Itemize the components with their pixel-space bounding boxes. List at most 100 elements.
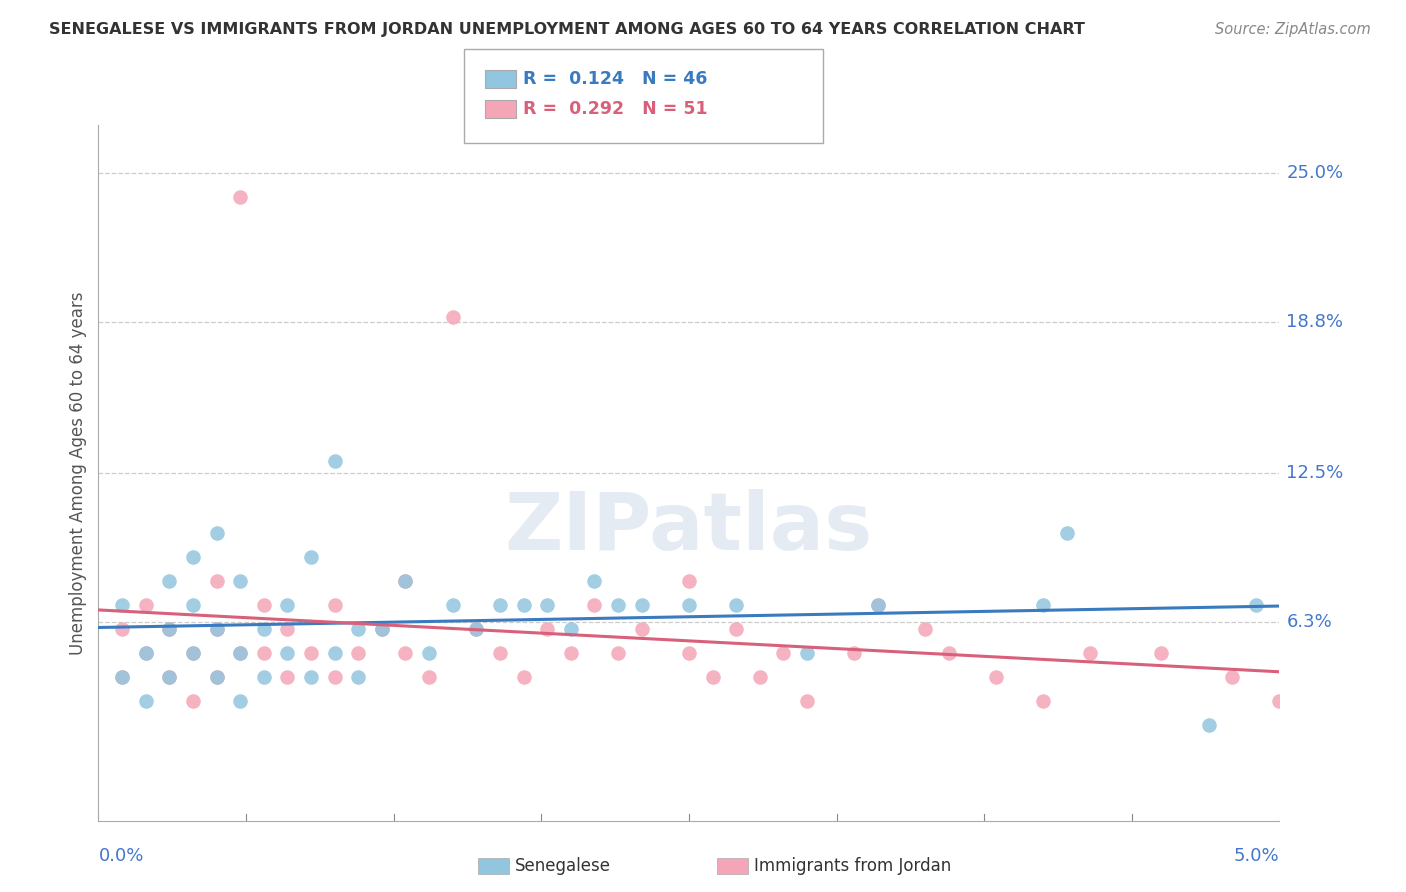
- Point: [135, 598, 157, 612]
- Point: [844, 646, 866, 660]
- Point: [489, 598, 512, 612]
- Point: [866, 598, 889, 612]
- Point: [394, 646, 416, 660]
- Point: [323, 598, 346, 612]
- Point: [299, 549, 322, 564]
- Point: [229, 694, 252, 708]
- Point: [181, 598, 204, 612]
- Point: [276, 646, 298, 660]
- Point: [1150, 646, 1173, 660]
- Point: [181, 646, 204, 660]
- Point: [418, 646, 440, 660]
- Point: [678, 646, 700, 660]
- Point: [678, 598, 700, 612]
- Point: [157, 670, 180, 684]
- Text: 5.0%: 5.0%: [1234, 847, 1279, 865]
- Y-axis label: Unemployment Among Ages 60 to 64 years: Unemployment Among Ages 60 to 64 years: [69, 291, 87, 655]
- Point: [347, 670, 370, 684]
- Point: [984, 670, 1007, 684]
- Point: [607, 646, 630, 660]
- Text: R =  0.292   N = 51: R = 0.292 N = 51: [523, 100, 707, 118]
- Text: R =  0.124   N = 46: R = 0.124 N = 46: [523, 70, 707, 88]
- Point: [371, 622, 394, 636]
- Point: [157, 670, 180, 684]
- Point: [394, 574, 416, 588]
- Point: [1244, 598, 1267, 612]
- Point: [181, 646, 204, 660]
- Point: [1220, 670, 1243, 684]
- Point: [583, 574, 606, 588]
- Point: [253, 622, 276, 636]
- Point: [205, 670, 228, 684]
- Point: [489, 646, 512, 660]
- Text: Source: ZipAtlas.com: Source: ZipAtlas.com: [1215, 22, 1371, 37]
- Point: [205, 574, 228, 588]
- Text: Immigrants from Jordan: Immigrants from Jordan: [754, 857, 950, 875]
- Point: [323, 454, 346, 468]
- Point: [205, 670, 228, 684]
- Point: [229, 190, 252, 204]
- Point: [1080, 646, 1102, 660]
- Point: [630, 622, 652, 636]
- Point: [796, 694, 818, 708]
- Point: [111, 598, 134, 612]
- Point: [229, 646, 252, 660]
- Text: ZIPatlas: ZIPatlas: [505, 490, 873, 567]
- Point: [229, 574, 252, 588]
- Point: [111, 670, 134, 684]
- Point: [1056, 525, 1078, 540]
- Point: [678, 574, 700, 588]
- Text: 25.0%: 25.0%: [1286, 164, 1344, 182]
- Point: [536, 622, 558, 636]
- Point: [1198, 717, 1220, 731]
- Point: [418, 670, 440, 684]
- Point: [347, 622, 370, 636]
- Point: [1032, 598, 1054, 612]
- Text: SENEGALESE VS IMMIGRANTS FROM JORDAN UNEMPLOYMENT AMONG AGES 60 TO 64 YEARS CORR: SENEGALESE VS IMMIGRANTS FROM JORDAN UNE…: [49, 22, 1085, 37]
- Point: [772, 646, 794, 660]
- Point: [181, 694, 204, 708]
- Point: [536, 598, 558, 612]
- Text: Senegalese: Senegalese: [515, 857, 610, 875]
- Point: [866, 598, 889, 612]
- Point: [748, 670, 770, 684]
- Point: [157, 622, 180, 636]
- Point: [253, 670, 276, 684]
- Point: [229, 646, 252, 660]
- Point: [135, 694, 157, 708]
- Point: [512, 670, 534, 684]
- Point: [796, 646, 818, 660]
- Text: 0.0%: 0.0%: [98, 847, 143, 865]
- Point: [157, 622, 180, 636]
- Point: [135, 646, 157, 660]
- Point: [253, 598, 276, 612]
- Point: [299, 646, 322, 660]
- Point: [938, 646, 960, 660]
- Point: [441, 310, 464, 324]
- Point: [253, 646, 276, 660]
- Point: [135, 646, 157, 660]
- Point: [205, 525, 228, 540]
- Point: [560, 622, 582, 636]
- Point: [347, 646, 370, 660]
- Point: [205, 622, 228, 636]
- Text: 12.5%: 12.5%: [1286, 464, 1344, 482]
- Point: [725, 622, 748, 636]
- Point: [607, 598, 630, 612]
- Point: [725, 598, 748, 612]
- Point: [323, 670, 346, 684]
- Point: [583, 598, 606, 612]
- Point: [1268, 694, 1291, 708]
- Point: [276, 598, 298, 612]
- Point: [1032, 694, 1054, 708]
- Point: [512, 598, 534, 612]
- Point: [111, 670, 134, 684]
- Point: [276, 622, 298, 636]
- Point: [111, 622, 134, 636]
- Point: [465, 622, 488, 636]
- Point: [394, 574, 416, 588]
- Point: [371, 622, 394, 636]
- Point: [276, 670, 298, 684]
- Point: [299, 670, 322, 684]
- Point: [181, 549, 204, 564]
